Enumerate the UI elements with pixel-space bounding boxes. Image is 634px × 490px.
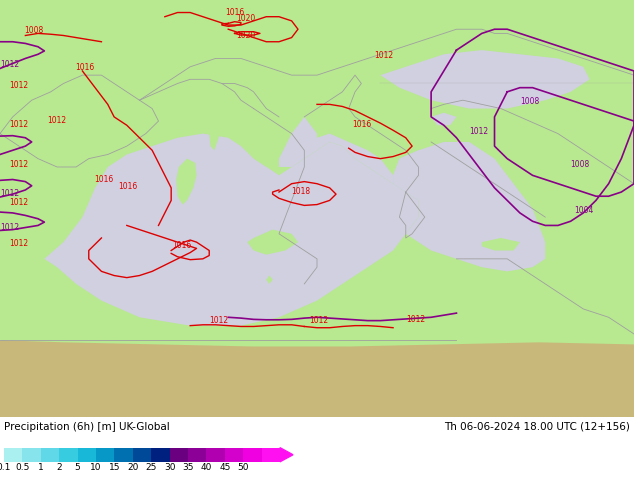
Text: 1008: 1008	[571, 160, 590, 169]
Polygon shape	[279, 117, 317, 167]
Text: 0.5: 0.5	[15, 463, 30, 472]
Text: Th 06-06-2024 18.00 UTC (12+156): Th 06-06-2024 18.00 UTC (12+156)	[444, 421, 630, 432]
Text: 50: 50	[238, 463, 249, 472]
Text: 0.1: 0.1	[0, 463, 11, 472]
Polygon shape	[0, 340, 634, 417]
Bar	[133, 448, 151, 462]
Text: 10: 10	[90, 463, 101, 472]
Polygon shape	[280, 448, 293, 462]
Bar	[225, 448, 243, 462]
Text: 2: 2	[56, 463, 62, 472]
Text: 1012: 1012	[469, 126, 488, 136]
Bar	[41, 448, 59, 462]
Text: 1016: 1016	[225, 8, 244, 17]
Text: 1018: 1018	[292, 187, 311, 196]
Text: 1012: 1012	[10, 239, 29, 248]
Bar	[207, 448, 225, 462]
Text: 40: 40	[201, 463, 212, 472]
Text: 1: 1	[38, 463, 44, 472]
Polygon shape	[393, 142, 545, 271]
Text: 1012: 1012	[10, 81, 29, 90]
Text: 1012: 1012	[309, 316, 328, 325]
Bar	[77, 448, 96, 462]
Text: 1012: 1012	[10, 197, 29, 207]
Text: 1012: 1012	[406, 315, 425, 324]
Bar	[243, 448, 262, 462]
Text: 5: 5	[75, 463, 81, 472]
Polygon shape	[0, 0, 634, 417]
Text: 1012: 1012	[374, 51, 393, 60]
Text: 1012: 1012	[209, 316, 228, 325]
Polygon shape	[176, 159, 197, 204]
Polygon shape	[317, 134, 393, 184]
Bar	[114, 448, 133, 462]
Polygon shape	[241, 167, 279, 209]
Text: 1008: 1008	[24, 26, 43, 35]
Polygon shape	[380, 50, 590, 109]
Text: 1016: 1016	[94, 174, 113, 184]
Text: 1012: 1012	[10, 121, 29, 129]
Text: 1016: 1016	[119, 182, 138, 191]
Polygon shape	[393, 259, 463, 275]
Polygon shape	[482, 238, 520, 250]
Bar	[262, 448, 280, 462]
Bar	[59, 448, 77, 462]
Polygon shape	[247, 230, 298, 255]
Text: 1012: 1012	[0, 222, 19, 232]
Polygon shape	[431, 113, 456, 125]
Bar	[151, 448, 170, 462]
Text: 1012: 1012	[48, 116, 67, 125]
Polygon shape	[266, 275, 273, 284]
Polygon shape	[44, 134, 418, 326]
Polygon shape	[209, 117, 221, 150]
Text: 30: 30	[164, 463, 176, 472]
Text: 1020: 1020	[236, 14, 255, 23]
Text: 35: 35	[182, 463, 194, 472]
Text: 1012: 1012	[10, 160, 29, 169]
Text: 1020: 1020	[236, 31, 255, 40]
Text: 20: 20	[127, 463, 138, 472]
Text: 1012: 1012	[0, 189, 19, 198]
Bar	[96, 448, 114, 462]
Text: 1016: 1016	[75, 63, 94, 72]
Text: 1016: 1016	[352, 121, 371, 129]
Text: 15: 15	[108, 463, 120, 472]
Polygon shape	[393, 150, 444, 200]
Text: 1012: 1012	[0, 60, 19, 69]
Text: 45: 45	[219, 463, 231, 472]
Bar	[188, 448, 207, 462]
Text: Precipitation (6h) [m] UK-Global: Precipitation (6h) [m] UK-Global	[4, 421, 170, 432]
Text: 1016: 1016	[172, 242, 191, 250]
Text: 1008: 1008	[520, 98, 539, 106]
Text: 1004: 1004	[574, 206, 593, 215]
Bar	[22, 448, 41, 462]
Text: 25: 25	[146, 463, 157, 472]
Bar	[170, 448, 188, 462]
Bar	[4, 448, 22, 462]
